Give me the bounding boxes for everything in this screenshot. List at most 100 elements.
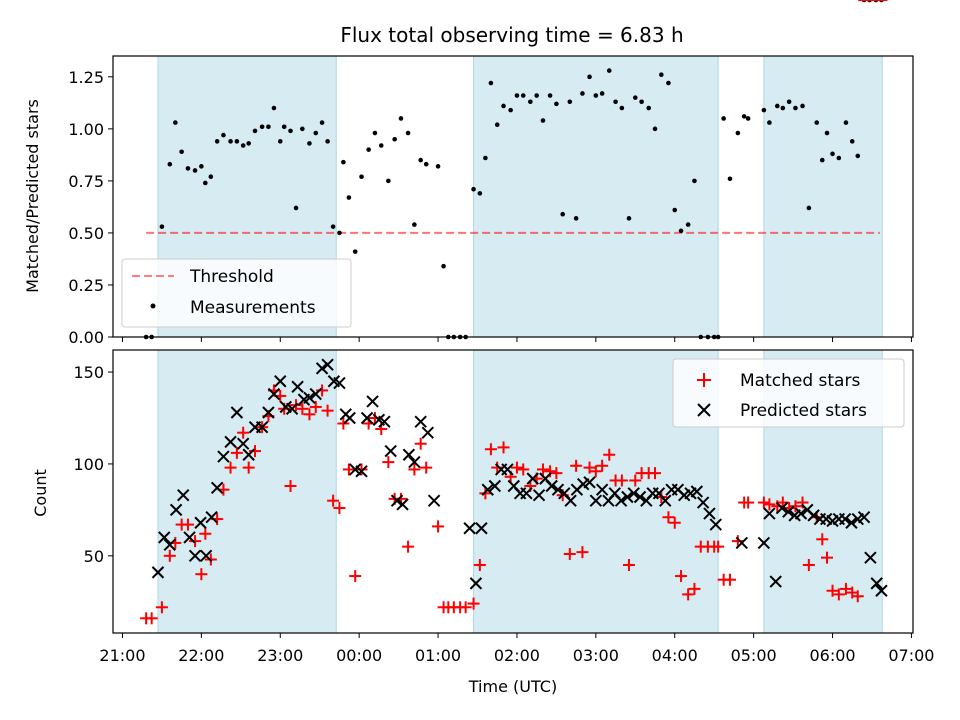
matched-point (155, 601, 168, 614)
measurement-point (341, 159, 346, 165)
matched-point (382, 456, 395, 469)
measurement-point (240, 143, 246, 148)
matched-point (333, 502, 346, 515)
x-axis-label: Time (UTC) (468, 677, 557, 696)
predicted-point (355, 465, 368, 478)
matched-point (484, 443, 497, 456)
measurement-point (843, 120, 849, 125)
measurement-point (435, 164, 441, 169)
measurement-point (830, 151, 835, 157)
matched-point (839, 582, 852, 595)
measurement-point (313, 130, 319, 136)
measurement-point (221, 132, 226, 138)
matched-point (688, 582, 701, 595)
predicted-point (343, 411, 356, 425)
measurement-point (534, 93, 539, 98)
x-tick-label: 00:00 (336, 646, 382, 665)
predicted-point (230, 406, 244, 419)
measurement-point (761, 107, 767, 113)
measurement-point (392, 136, 397, 142)
predicted-point (309, 387, 322, 401)
measurement-point (488, 80, 494, 86)
matched-point (731, 535, 744, 548)
predicted-point (475, 522, 488, 535)
matched-point (802, 559, 815, 572)
measurement-point (423, 161, 429, 167)
measurement-point (774, 103, 780, 109)
x-tick-label: 05:00 (731, 646, 777, 665)
matched-point (349, 570, 362, 583)
count-y-axis-label: Count (31, 469, 50, 517)
ratio-observing-interval-1 (473, 55, 719, 338)
matched-point (723, 573, 736, 586)
measurement-point (639, 99, 644, 105)
matched-point (563, 547, 576, 560)
measurement-point (199, 164, 204, 169)
predicted-point (177, 488, 190, 502)
predicted-point (242, 448, 255, 461)
ratio-measurement-points (143, 0, 884, 340)
measurement-point (632, 95, 638, 100)
predicted-point (703, 507, 716, 520)
measurement-point (692, 178, 697, 184)
x-tick-label: 21:00 (99, 646, 145, 665)
ratio-y-ticks: 0.00 0.25 0.50 0.75 1.00 1.25 (68, 68, 113, 347)
predicted-point (870, 577, 883, 590)
measurement-point (337, 230, 342, 236)
predicted-point (205, 511, 218, 524)
matched-point (327, 494, 340, 507)
measurement-point (593, 93, 599, 98)
predicted-point (696, 496, 710, 509)
measurement-point (672, 207, 678, 213)
matched-point (163, 549, 176, 562)
measurement-point (819, 157, 825, 163)
measurement-point (735, 130, 741, 136)
predicted-point (469, 577, 483, 590)
matched-point (629, 474, 642, 487)
predicted-point (151, 566, 165, 579)
measurement-point (412, 222, 417, 227)
predicted-point (526, 472, 539, 485)
matched-point (662, 511, 675, 524)
predicted-point (262, 406, 275, 419)
predicted-point (488, 479, 502, 493)
measurement-point (271, 105, 277, 111)
measurement-point (192, 168, 198, 173)
predicted-point (210, 481, 224, 495)
measurement-point (167, 161, 173, 167)
matched-point (615, 474, 628, 487)
measurement-point (418, 157, 423, 163)
matched-point (145, 612, 158, 625)
matched-point (675, 570, 688, 583)
measurement-point (386, 178, 391, 184)
measurement-point (554, 101, 559, 107)
predicted-point (621, 490, 634, 504)
measurement-point (587, 74, 592, 80)
predicted-point (763, 507, 776, 520)
predicted-point (807, 509, 820, 522)
predicted-point (757, 536, 771, 550)
count-legend-box (672, 358, 905, 428)
count-x-ticks: 21:00 22:00 23:00 00:00 01:00 02:00 03:00 04:00… (99, 633, 934, 665)
legend-predicted-label: Predicted stars (740, 401, 867, 421)
predicted-point (857, 511, 871, 524)
matched-point (763, 498, 776, 511)
predicted-star-points (151, 358, 888, 597)
predicted-point (627, 487, 640, 500)
predicted-point (384, 444, 397, 458)
ratio-x-ticks (121, 337, 912, 342)
measurement-point (659, 72, 664, 78)
predicted-point (217, 450, 230, 463)
matched-point (622, 559, 635, 572)
predicted-point (545, 479, 558, 493)
ratio-legend: Threshold Measurements (121, 258, 352, 328)
predicted-point (267, 387, 281, 401)
predicted-point (315, 362, 329, 375)
predicted-point (532, 488, 546, 502)
measurement-point (246, 141, 252, 146)
measurement-point (613, 99, 618, 105)
ratio-y-tick-label: 0.50 (68, 224, 104, 243)
measurement-point (824, 130, 830, 136)
measurement-point (228, 139, 233, 144)
predicted-point (875, 584, 888, 597)
